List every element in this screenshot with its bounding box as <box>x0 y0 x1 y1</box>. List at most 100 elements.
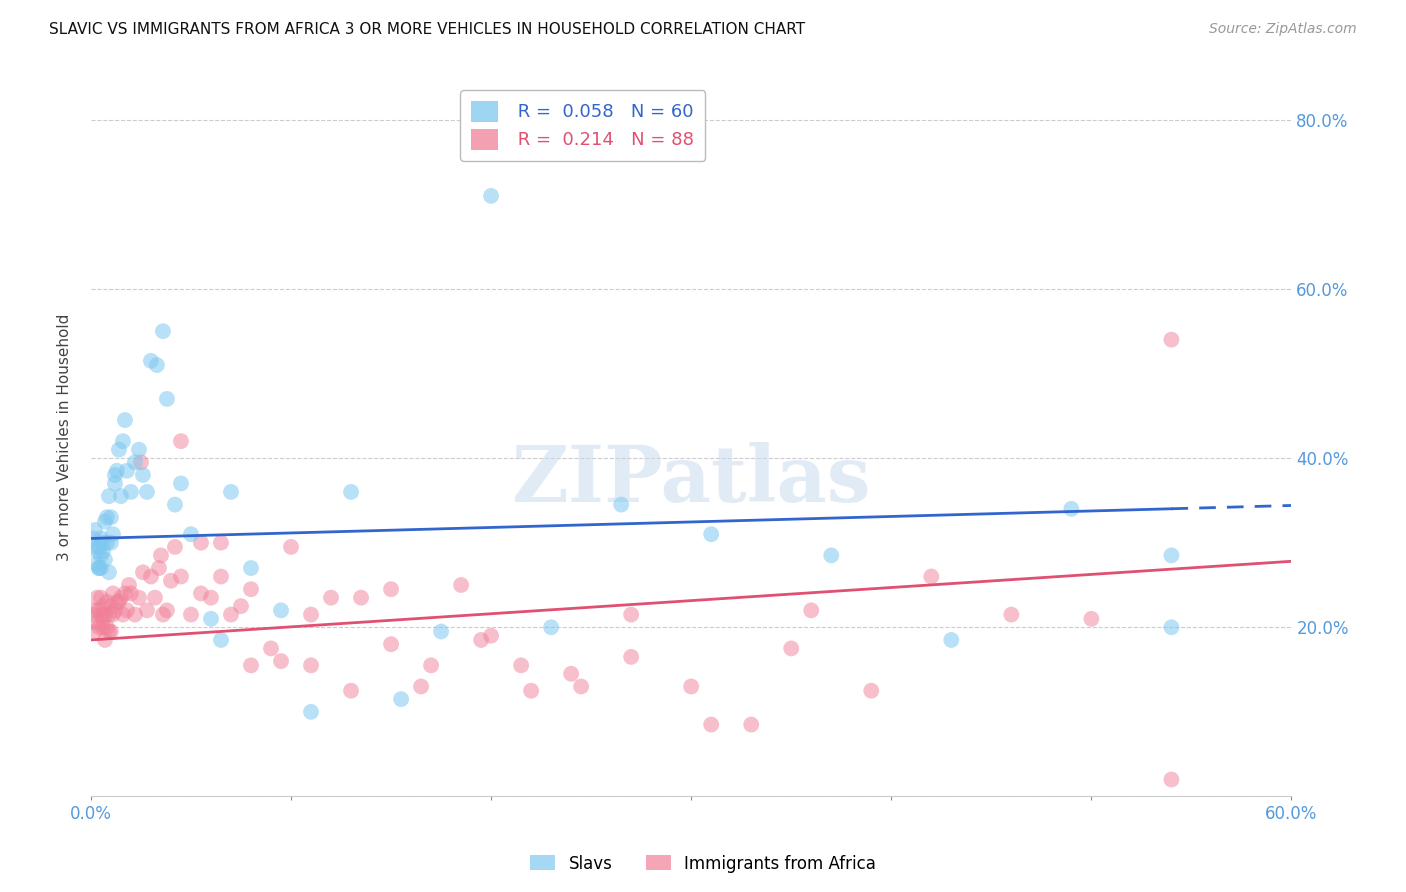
Point <box>101 607 124 622</box>
Point <box>389 692 412 706</box>
Point <box>1160 549 1182 563</box>
Point <box>152 324 174 338</box>
Point <box>114 586 136 600</box>
Point <box>156 392 179 406</box>
Point <box>540 620 562 634</box>
Point <box>87 620 110 634</box>
Point <box>90 561 112 575</box>
Point <box>190 535 212 549</box>
Point <box>240 658 263 673</box>
Point <box>82 607 104 622</box>
Point <box>90 591 112 605</box>
Point <box>91 599 114 614</box>
Point <box>136 603 159 617</box>
Point <box>270 654 292 668</box>
Point <box>450 578 472 592</box>
Point <box>110 489 132 503</box>
Point <box>560 666 582 681</box>
Point <box>350 591 373 605</box>
Point <box>610 498 633 512</box>
Point <box>96 595 118 609</box>
Point <box>569 680 592 694</box>
Point <box>152 607 174 622</box>
Point <box>97 624 120 639</box>
Point <box>101 527 124 541</box>
Point <box>209 535 232 549</box>
Point <box>200 612 222 626</box>
Point <box>143 591 166 605</box>
Point <box>136 484 159 499</box>
Point <box>104 603 127 617</box>
Point <box>260 641 283 656</box>
Point <box>120 484 142 499</box>
Point <box>115 603 138 617</box>
Point <box>87 561 110 575</box>
Point <box>681 680 703 694</box>
Point <box>139 354 162 368</box>
Point <box>170 476 193 491</box>
Point <box>82 532 104 546</box>
Point <box>340 683 363 698</box>
Point <box>97 566 120 580</box>
Point <box>86 591 108 605</box>
Point <box>84 603 107 617</box>
Point <box>180 607 202 622</box>
Text: Source: ZipAtlas.com: Source: ZipAtlas.com <box>1209 22 1357 37</box>
Point <box>229 599 252 614</box>
Point <box>86 615 108 630</box>
Point <box>209 632 232 647</box>
Point <box>111 434 134 449</box>
Legend:  R =  0.058   N = 60,  R =  0.214   N = 88: R = 0.058 N = 60, R = 0.214 N = 88 <box>460 90 706 161</box>
Point <box>380 637 402 651</box>
Point <box>86 557 108 571</box>
Point <box>108 595 131 609</box>
Point <box>124 455 146 469</box>
Point <box>149 549 172 563</box>
Point <box>620 607 643 622</box>
Point <box>100 624 122 639</box>
Point <box>700 717 723 731</box>
Point <box>470 632 492 647</box>
Point <box>479 189 502 203</box>
Point <box>163 498 186 512</box>
Point <box>108 442 131 457</box>
Point <box>240 561 263 575</box>
Point <box>124 607 146 622</box>
Point <box>100 599 122 614</box>
Point <box>90 549 112 563</box>
Point <box>120 586 142 600</box>
Point <box>94 607 117 622</box>
Point <box>105 464 128 478</box>
Point <box>90 532 112 546</box>
Point <box>190 586 212 600</box>
Point <box>620 649 643 664</box>
Point <box>87 603 110 617</box>
Point <box>111 607 134 622</box>
Point <box>96 535 118 549</box>
Point <box>91 620 114 634</box>
Point <box>146 358 169 372</box>
Point <box>920 569 942 583</box>
Point <box>129 455 152 469</box>
Point <box>163 540 186 554</box>
Point <box>209 569 232 583</box>
Point <box>340 484 363 499</box>
Point <box>380 582 402 597</box>
Point <box>800 603 823 617</box>
Point <box>128 442 150 457</box>
Point <box>160 574 183 588</box>
Point <box>240 582 263 597</box>
Point <box>94 632 117 647</box>
Point <box>84 540 107 554</box>
Point <box>1060 501 1083 516</box>
Point <box>84 624 107 639</box>
Point <box>87 540 110 554</box>
Point <box>820 549 842 563</box>
Point <box>780 641 803 656</box>
Point <box>270 603 292 617</box>
Point <box>170 569 193 583</box>
Text: ZIPatlas: ZIPatlas <box>512 442 870 518</box>
Point <box>97 607 120 622</box>
Y-axis label: 3 or more Vehicles in Household: 3 or more Vehicles in Household <box>58 313 72 561</box>
Point <box>91 612 114 626</box>
